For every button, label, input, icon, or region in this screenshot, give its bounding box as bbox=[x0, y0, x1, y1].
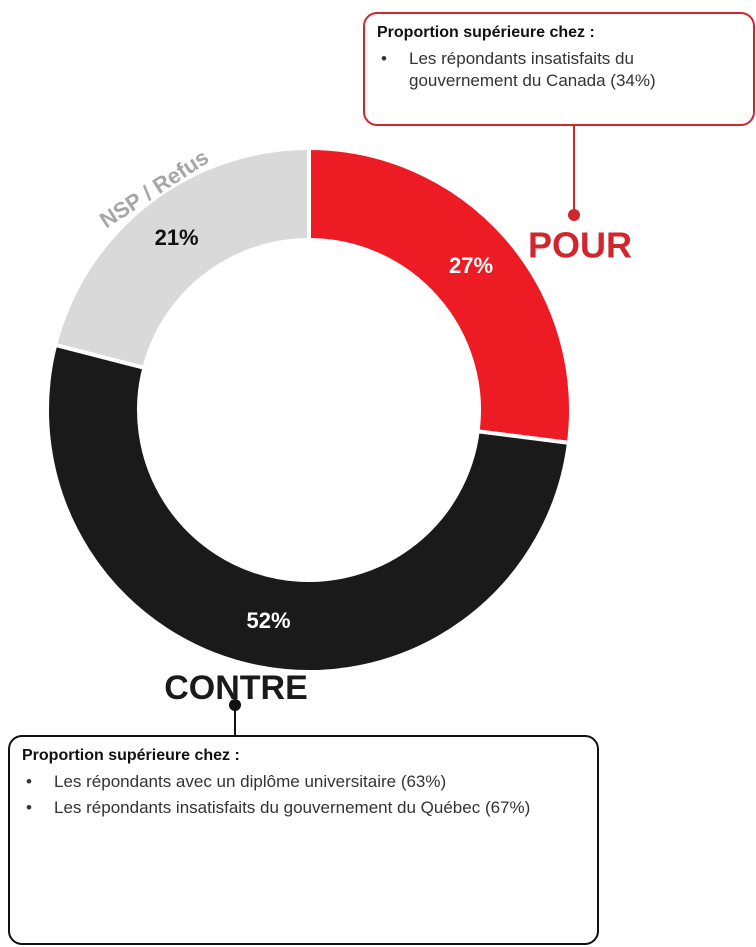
callout-title: Proportion supérieure chez : bbox=[377, 24, 595, 41]
callout-list: Les répondants avec un diplôme universit… bbox=[22, 771, 585, 819]
category-label: CONTRE bbox=[164, 669, 308, 707]
callout-item: Les répondants insatisfaits du gouvernem… bbox=[22, 797, 585, 819]
callout-list: Les répondants insatisfaits du gouvernem… bbox=[377, 48, 741, 92]
donut-segment bbox=[45, 342, 572, 674]
value-label: 27% bbox=[449, 253, 493, 278]
callout-item: Les répondants insatisfaits du gouvernem… bbox=[377, 48, 741, 92]
callout-dot bbox=[229, 699, 241, 711]
category-label: POUR bbox=[528, 225, 632, 266]
callout-box: Proportion supérieure chez : Les répondan… bbox=[8, 735, 599, 945]
callout-title: Proportion supérieure chez : bbox=[22, 747, 240, 764]
callout-item: Les répondants avec un diplôme universit… bbox=[22, 771, 585, 793]
callout-box: Proportion supérieure chez : Les répondan… bbox=[363, 12, 755, 126]
donut-segment bbox=[52, 145, 311, 371]
donut-segment bbox=[307, 145, 573, 446]
value-label: 21% bbox=[155, 225, 199, 250]
value-label: 52% bbox=[247, 608, 291, 633]
